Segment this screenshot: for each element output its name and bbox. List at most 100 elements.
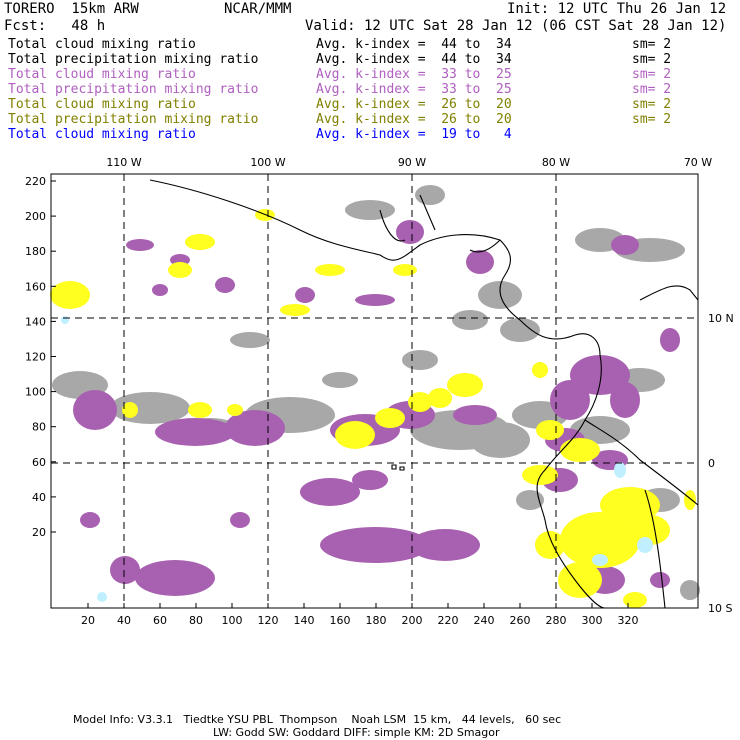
legend-kindex-0: Avg. k-index = 44 to 34: [316, 37, 512, 52]
legend-sm-0: sm= 2: [632, 37, 672, 52]
valid-time: Valid: 12 UTC Sat 28 Jan 12 (06 CST Sat …: [305, 18, 727, 34]
lat-label-1: 0: [708, 457, 715, 470]
purple-field-30: [152, 284, 168, 296]
purple-field-15: [466, 250, 494, 274]
legend-field-5: Total precipitation mixing ratio: [8, 112, 259, 127]
purple-field-8: [135, 560, 215, 596]
yellow-field-6: [335, 421, 375, 449]
model-physics: LW: Godd SW: Goddard DIFF: simple KM: 2D…: [213, 726, 500, 739]
y-tick-9: 40: [32, 491, 46, 504]
yellow-field-4: [315, 264, 345, 276]
gray-field-6: [402, 350, 438, 370]
gray-field-18: [516, 490, 544, 510]
purple-field-0: [73, 390, 117, 430]
lightblue-field-3: [97, 592, 107, 602]
purple-field-28: [126, 239, 154, 251]
init-time: Init: 12 UTC Thu 26 Jan 12: [507, 1, 727, 17]
x-tick-13: 280: [546, 614, 567, 627]
yellow-field-8: [408, 392, 432, 412]
x-tick-11: 240: [474, 614, 495, 627]
y-tick-2: 180: [25, 245, 46, 258]
legend-kindex-3: Avg. k-index = 33 to 25: [316, 82, 512, 97]
x-tick-3: 80: [189, 614, 203, 627]
y-tick-1: 200: [25, 210, 46, 223]
yellow-field-10: [428, 388, 452, 408]
yellow-field-20: [535, 531, 565, 559]
yellow-field-5: [393, 264, 417, 276]
coastline-3: [584, 419, 699, 506]
x-tick-14: 300: [582, 614, 603, 627]
coastline-1: [639, 285, 699, 301]
purple-field-19: [610, 382, 640, 418]
x-tick-7: 160: [330, 614, 351, 627]
legend-sm-5: sm= 2: [632, 112, 672, 127]
yellow-field-13: [560, 512, 640, 568]
yellow-field-3: [280, 304, 310, 316]
legend-field-4: Total cloud mixing ratio: [8, 97, 196, 112]
lon-label-0: 110 W: [106, 156, 141, 169]
x-tick-8: 180: [366, 614, 387, 627]
gray-field-13: [500, 318, 540, 342]
purple-field-14: [396, 220, 424, 244]
legend-field-0: Total cloud mixing ratio: [8, 37, 196, 52]
purple-field-5: [453, 405, 497, 425]
yellow-field-14: [600, 487, 660, 523]
purple-field-2: [225, 410, 285, 446]
x-tick-1: 40: [117, 614, 131, 627]
yellow-field-16: [630, 515, 670, 545]
gray-field-17: [680, 580, 700, 600]
legend-kindex-1: Avg. k-index = 44 to 34: [316, 52, 512, 67]
legend-field-2: Total cloud mixing ratio: [8, 67, 196, 82]
yellow-field-17: [560, 438, 600, 462]
yellow-field-23: [122, 402, 138, 418]
lon-label-1: 100 W: [250, 156, 285, 169]
x-tick-5: 120: [258, 614, 279, 627]
purple-field-1: [155, 418, 235, 446]
coastline-6: [391, 464, 405, 471]
coastline-0: [149, 179, 601, 356]
yellow-field-2: [185, 234, 215, 250]
gray-field-14: [452, 310, 488, 330]
lon-label-2: 90 W: [398, 156, 426, 169]
map-frame: [50, 173, 699, 609]
legend-field-3: Total precipitation mixing ratio: [8, 82, 259, 97]
y-tick-0: 220: [25, 175, 46, 188]
yellow-field-12: [227, 404, 243, 416]
legend-field-6: Total cloud mixing ratio: [8, 127, 196, 142]
y-tick-5: 120: [25, 351, 46, 364]
yellow-field-1: [168, 262, 192, 278]
purple-field-12: [80, 512, 100, 528]
yellow-field-25: [532, 362, 548, 378]
purple-field-18: [550, 380, 590, 420]
lightblue-field-1: [637, 537, 653, 553]
lon-label-3: 80 W: [542, 156, 570, 169]
purple-field-31: [355, 294, 395, 306]
y-tick-8: 60: [32, 456, 46, 469]
coastline-2: [536, 354, 606, 609]
legend-sm-2: sm= 2: [632, 67, 672, 82]
gray-field-11: [415, 185, 445, 205]
purple-field-7: [410, 529, 480, 561]
legend-sm-1: sm= 2: [632, 52, 672, 67]
yellow-field-15: [558, 562, 602, 598]
legend-sm-4: sm= 2: [632, 97, 672, 112]
yellow-field-22: [684, 490, 696, 510]
legend-kindex-5: Avg. k-index = 26 to 20: [316, 112, 512, 127]
purple-field-27: [215, 277, 235, 293]
purple-field-13: [230, 512, 250, 528]
legend-kindex-4: Avg. k-index = 26 to 20: [316, 97, 512, 112]
purple-field-6: [320, 527, 430, 563]
lon-label-4: 70 W: [684, 156, 712, 169]
lightblue-field-0: [614, 462, 626, 478]
legend-kindex-2: Avg. k-index = 33 to 25: [316, 67, 512, 82]
x-tick-4: 100: [222, 614, 243, 627]
org-label: NCAR/MMM: [224, 1, 292, 17]
purple-field-24: [650, 572, 670, 588]
lightblue-field-4: [61, 316, 69, 324]
purple-field-9: [110, 556, 140, 584]
yellow-field-0: [50, 281, 90, 309]
y-tick-3: 160: [25, 280, 46, 293]
y-tick-7: 80: [32, 421, 46, 434]
purple-field-10: [300, 478, 360, 506]
